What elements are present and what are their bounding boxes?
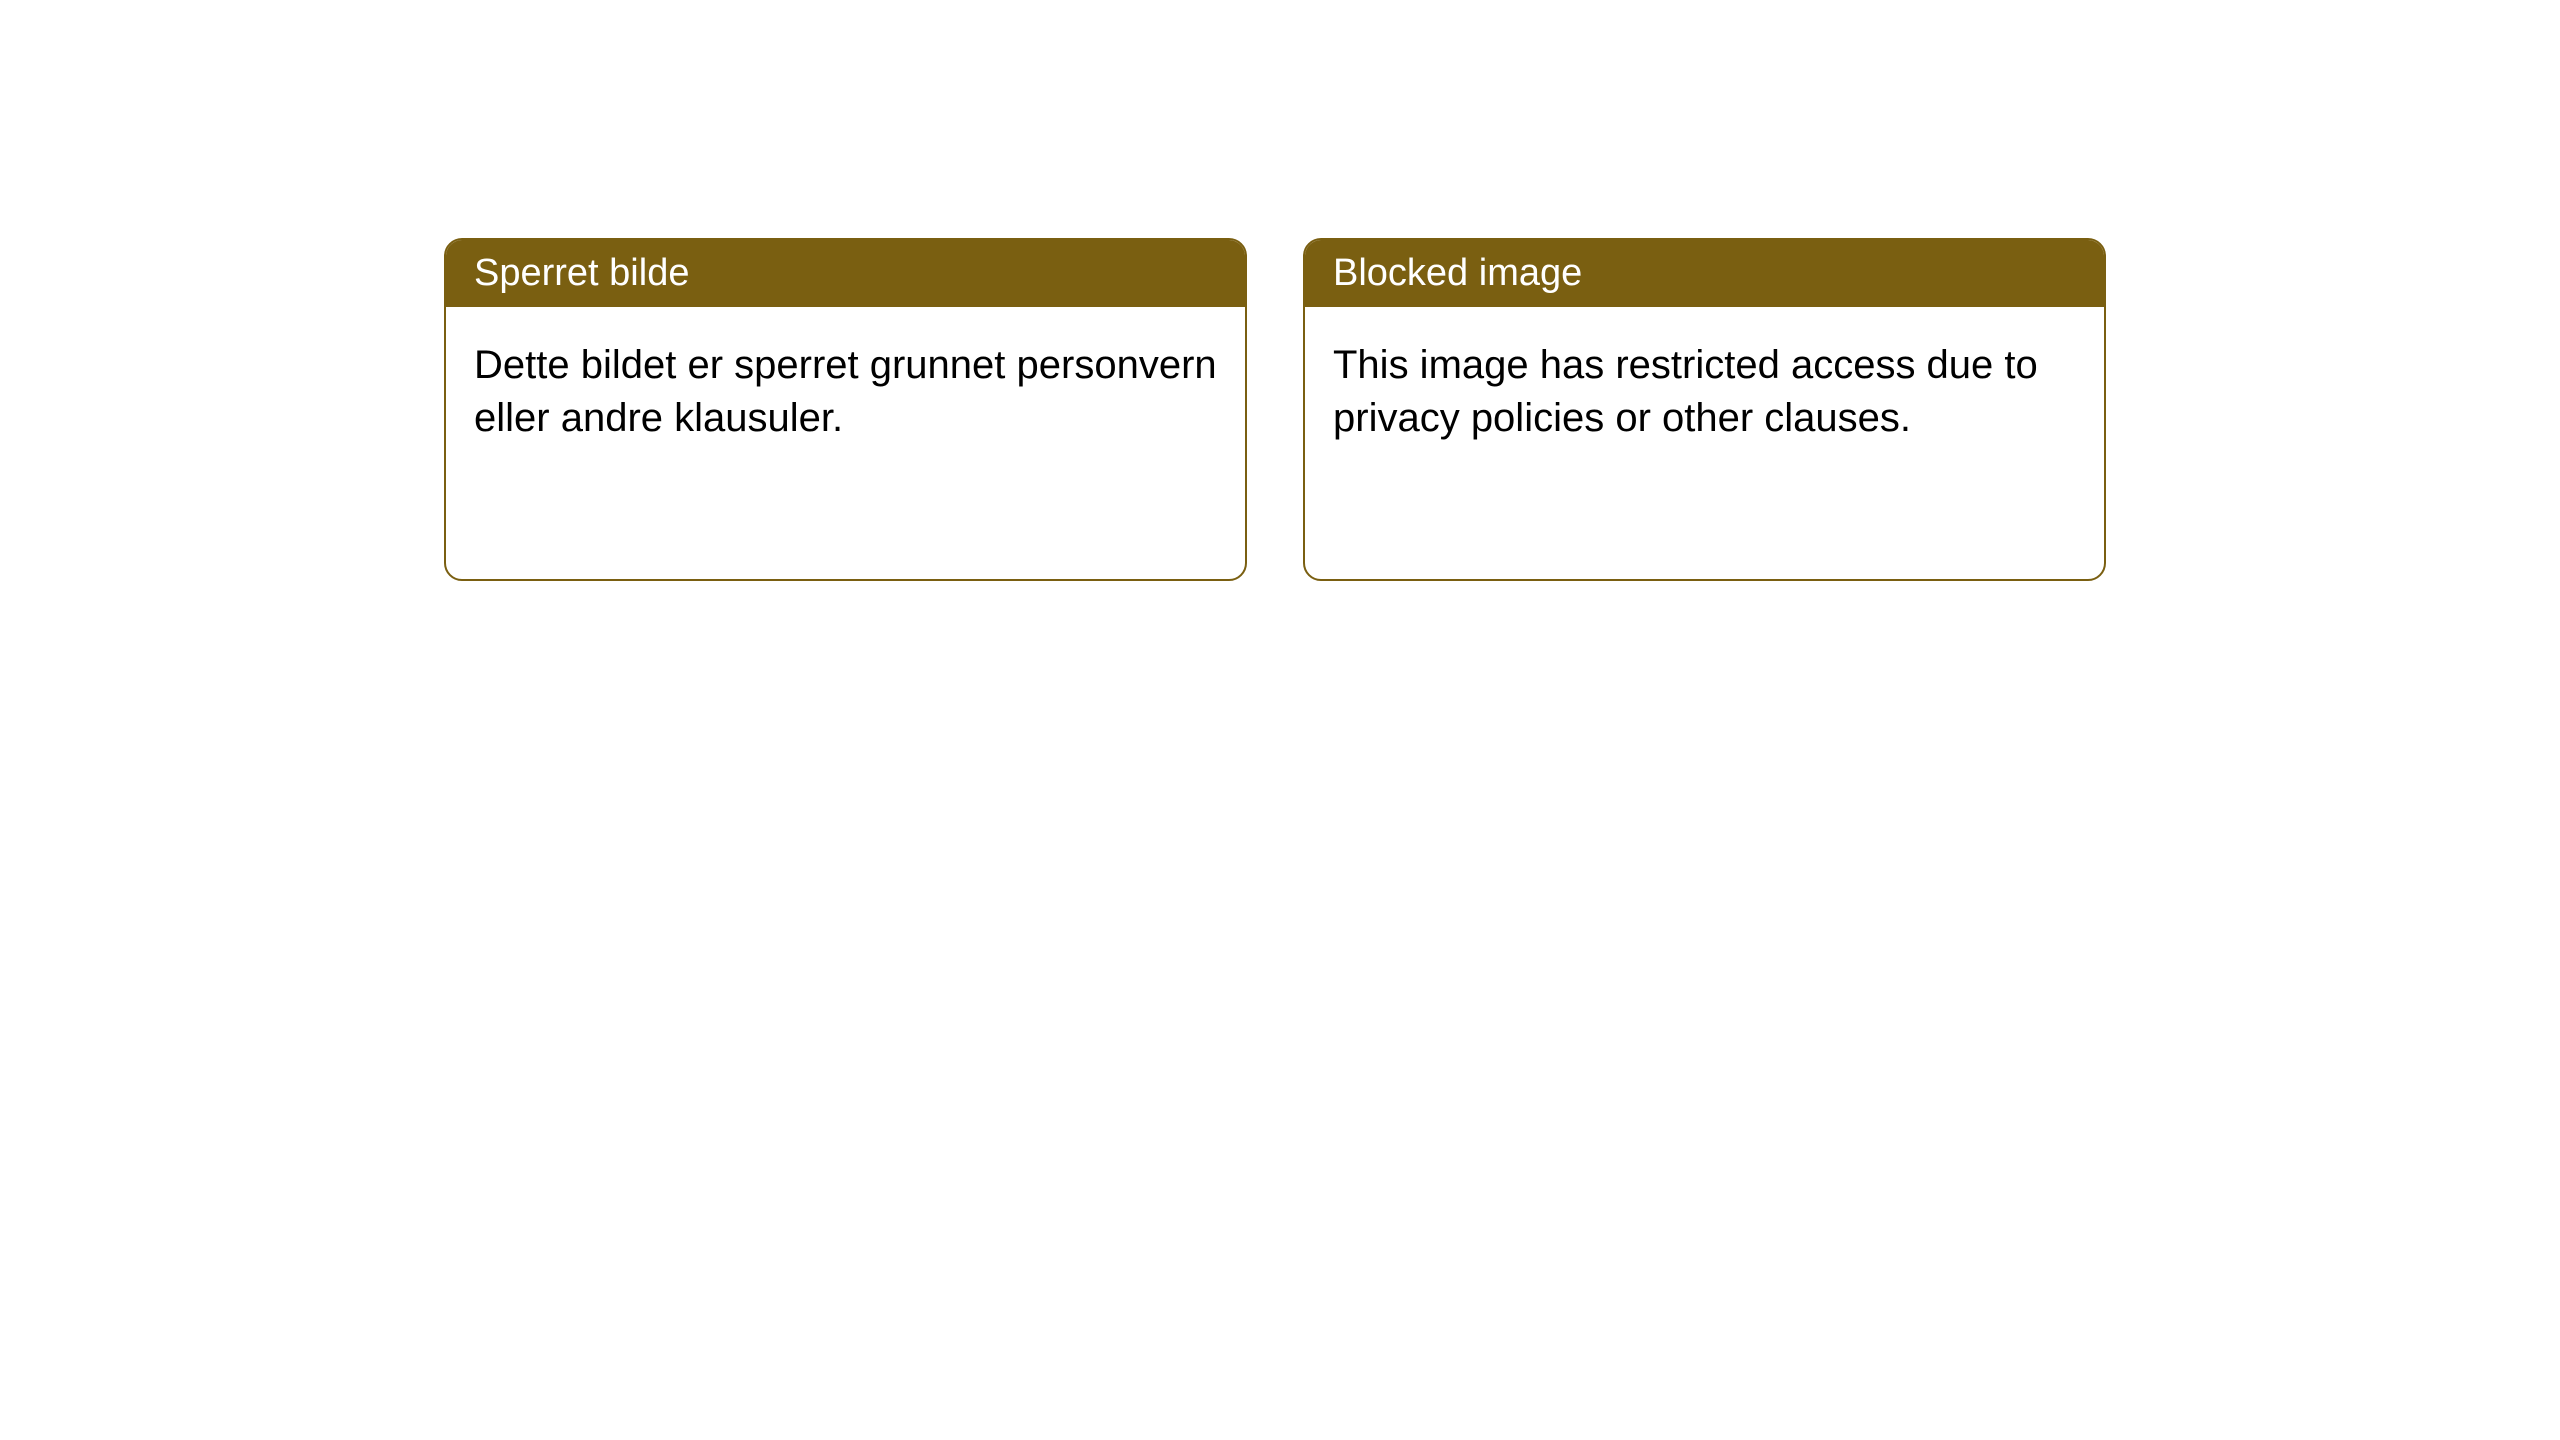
blocked-image-card-en: Blocked image This image has restricted … [1303,238,2106,581]
card-title-no: Sperret bilde [474,252,689,294]
card-header-en: Blocked image [1305,240,2104,307]
card-body-en: This image has restricted access due to … [1305,307,2104,579]
card-header-no: Sperret bilde [446,240,1245,307]
card-text-en: This image has restricted access due to … [1333,339,2076,445]
card-text-no: Dette bildet er sperret grunnet personve… [474,339,1217,445]
blocked-image-card-no: Sperret bilde Dette bildet er sperret gr… [444,238,1247,581]
card-title-en: Blocked image [1333,252,1582,294]
notice-container: Sperret bilde Dette bildet er sperret gr… [444,238,2106,581]
card-body-no: Dette bildet er sperret grunnet personve… [446,307,1245,579]
